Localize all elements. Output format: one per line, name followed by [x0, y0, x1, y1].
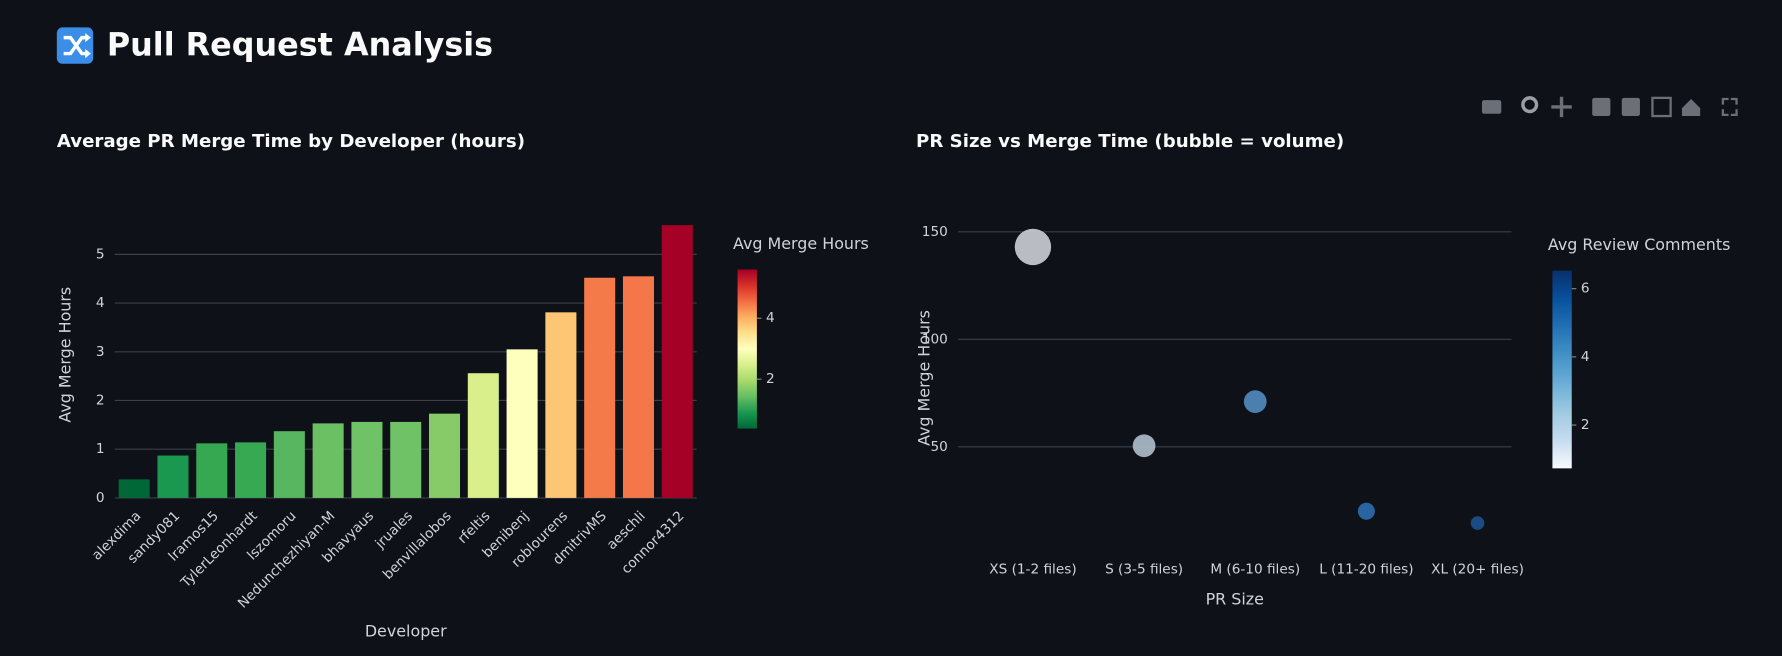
y-tick-label: 0 [96, 490, 105, 506]
fullscreen-button[interactable] [1721, 97, 1738, 117]
bar [312, 423, 344, 498]
x-axis-title: PR Size [1206, 590, 1264, 609]
x-tick-label: S (3-5 files) [1105, 562, 1183, 578]
bar [390, 421, 422, 498]
y-tick-label: 150 [922, 224, 948, 240]
bar [273, 431, 305, 498]
bar [584, 277, 616, 498]
page-title: Pull Request Analysis [107, 26, 493, 64]
y-axis-title: Avg Merge Hours [55, 287, 74, 423]
colorbar-tick-label: 4 [766, 310, 775, 326]
bar [351, 421, 383, 498]
y-tick-label: 1 [96, 441, 105, 457]
pan-button[interactable] [1551, 96, 1572, 118]
bubble [1132, 434, 1156, 458]
y-tick-label: 4 [96, 295, 105, 311]
zoom-button[interactable] [1521, 96, 1539, 114]
bar [196, 443, 228, 498]
bar [157, 455, 189, 498]
bubble [1014, 228, 1052, 266]
chart-title: Average PR Merge Time by Developer (hour… [57, 131, 525, 152]
y-tick-label: 50 [930, 439, 947, 455]
colorbar [737, 269, 757, 429]
colorbar-title: Avg Review Comments [1548, 235, 1731, 254]
bubble [1243, 390, 1267, 414]
colorbar-tick-label: 2 [766, 371, 775, 387]
x-tick-label: M (6-10 files) [1210, 562, 1300, 578]
colorbar-tick-label: 4 [1581, 349, 1590, 365]
title-icon [56, 27, 94, 64]
y-tick-label: 3 [96, 344, 105, 360]
x-axis-title: Developer [365, 622, 447, 641]
bar [428, 413, 461, 498]
bubble [1470, 516, 1485, 530]
bar [622, 276, 654, 498]
colorbar-tick-label: 6 [1581, 281, 1590, 297]
y-tick-label: 2 [96, 392, 105, 408]
x-tick-label: XL (20+ files) [1431, 562, 1524, 578]
toolbar[interactable] [1481, 96, 1738, 118]
bubble [1357, 502, 1375, 520]
x-tick-label: XS (1-2 files) [989, 562, 1076, 578]
chart-title: PR Size vs Merge Time (bubble = volume) [916, 131, 1344, 152]
colorbar-title: Avg Merge Hours [733, 234, 869, 253]
zoom-out-button[interactable] [1621, 97, 1640, 117]
zoom-in-button[interactable] [1592, 97, 1611, 117]
bar [545, 312, 577, 498]
y-tick-label: 5 [96, 246, 105, 262]
x-tick-label: L (11-20 files) [1319, 562, 1413, 578]
camera-button[interactable] [1481, 100, 1502, 114]
bar [506, 349, 538, 498]
colorbar [1552, 270, 1572, 469]
reset-button[interactable] [1681, 98, 1701, 117]
bar [118, 479, 150, 498]
bar [661, 225, 693, 498]
bar [235, 442, 267, 498]
y-tick-label: 100 [922, 331, 948, 347]
colorbar-tick-label: 2 [1581, 417, 1590, 433]
bar [467, 373, 499, 498]
autoscale-button[interactable] [1651, 96, 1672, 118]
x-tick-label: benvillalobos [380, 508, 455, 583]
y-axis-title: Avg Merge Hours [915, 310, 934, 446]
